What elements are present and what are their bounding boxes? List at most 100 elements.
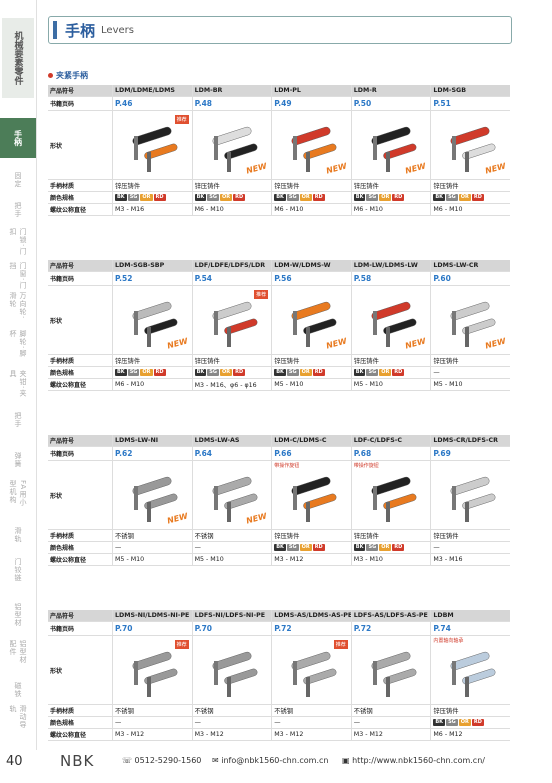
sidebar-item[interactable]: 把手 (14, 202, 22, 218)
page-ref[interactable]: P.52 (115, 274, 133, 283)
page-link[interactable]: P.68 (350, 447, 431, 460)
color-spec: BK SG OR RD (271, 542, 351, 553)
sidebar-item[interactable]: FA用小型机构 (9, 480, 27, 507)
color-badge: OR (458, 719, 471, 726)
page-link[interactable]: P.60 (430, 272, 510, 285)
lever-stud (452, 311, 457, 335)
product-image: 推荐 (271, 636, 351, 704)
table-row: 产品符号 LDMS-LW-NI LDMS-LW-AS LDM-C/LDMS-C LDF-… (48, 435, 510, 447)
material-value: 不锈钢 (271, 705, 351, 716)
page-title: 手柄 (65, 21, 96, 40)
page-header: 手柄 Levers (48, 16, 512, 44)
page-link[interactable]: P.62 (112, 447, 192, 460)
lever-handle-2 (303, 668, 337, 685)
page-ref[interactable]: P.46 (115, 99, 133, 108)
color-none: — (115, 719, 122, 726)
color-badge: RD (312, 369, 325, 376)
sidebar-item[interactable]: 固定 (14, 172, 22, 188)
phone-icon: ☏ (122, 756, 135, 765)
sidebar-item[interactable]: 把手 (14, 412, 22, 428)
page-ref[interactable]: P.66 (274, 449, 292, 458)
page-link[interactable]: P.70 (191, 622, 272, 635)
product-image: NEW (191, 461, 272, 529)
material-value: 锌压铸件 (271, 180, 351, 191)
material-value: 锌压铸件 (350, 355, 431, 366)
page-ref[interactable]: P.50 (353, 99, 372, 108)
page-link[interactable]: P.56 (271, 272, 351, 285)
sidebar-item[interactable]: 脚轮·脚杯 (9, 330, 27, 358)
page-link[interactable]: P.74 (430, 622, 510, 635)
page-ref[interactable]: P.74 (433, 624, 451, 633)
page-ref[interactable]: P.60 (433, 274, 451, 283)
sidebar-item[interactable]: 滑动导轨 (9, 705, 27, 729)
material-value: 锌压铸件 (112, 180, 192, 191)
page-ref[interactable]: P.51 (433, 99, 451, 108)
lever-illustration (450, 301, 496, 347)
page-ref[interactable]: P.58 (353, 274, 372, 283)
page-link[interactable]: P.66 (271, 447, 351, 460)
page-ref[interactable]: P.69 (433, 449, 451, 458)
page-ref[interactable]: P.72 (353, 624, 372, 633)
page-link[interactable]: P.72 (271, 622, 351, 635)
screw-size: M5 - M10 (271, 379, 351, 390)
page-link[interactable]: P.48 (191, 97, 272, 110)
screw-size: M3 - M16 (112, 204, 192, 215)
page-ref[interactable]: P.48 (194, 99, 212, 108)
color-spec: — (191, 542, 272, 553)
product-table: 产品符号 LDMS-NI/LDMS-NI-PE LDFS-NI/LDFS-NI-PE… (48, 610, 510, 741)
sidebar-item[interactable]: 磁铁 (14, 682, 22, 698)
sidebar-item[interactable]: 夹钳·夹具 (9, 370, 27, 398)
page-ref[interactable]: P.72 (274, 624, 292, 633)
page-ref[interactable]: P.64 (194, 449, 212, 458)
sidebar-item[interactable]: 门铰链 (14, 558, 22, 582)
page-ref[interactable]: P.70 (194, 624, 212, 633)
footer-url[interactable]: ▣ http://www.nbk1560-chn.com.cn/ (342, 756, 485, 765)
color-badge: OR (299, 544, 312, 551)
lever-handle-2 (144, 493, 178, 510)
page-link[interactable]: P.58 (350, 272, 431, 285)
page-link[interactable]: P.69 (430, 447, 510, 460)
page-link[interactable]: P.70 (112, 622, 192, 635)
page-ref[interactable]: P.62 (115, 449, 133, 458)
footer-email[interactable]: ✉ info@nbk1560-chn.com.cn (212, 756, 328, 765)
row-label: 形状 (50, 492, 63, 500)
sidebar-item[interactable]: 门锁·门扣 (9, 228, 27, 256)
page-link[interactable]: P.46 (112, 97, 192, 110)
page-link[interactable]: P.52 (112, 272, 192, 285)
color-spec: BK SG OR RD (350, 542, 431, 553)
product-image: 带操作旋钮 (350, 461, 431, 529)
header-accent-bar (53, 21, 57, 39)
screw-size: M5 - M10 (112, 554, 192, 565)
sidebar-item[interactable]: 铝型材 (14, 603, 22, 627)
product-image: NEW (350, 111, 431, 179)
table-row: 手柄材质 不锈钢 不锈钢 锌压铸件 锌压铸件 锌压铸件 (48, 530, 510, 542)
page-ref[interactable]: P.49 (274, 99, 292, 108)
page-ref[interactable]: P.54 (194, 274, 212, 283)
page-link[interactable]: P.72 (350, 622, 431, 635)
page-link[interactable]: P.50 (350, 97, 431, 110)
material-value: 锌压铸件 (112, 355, 192, 366)
sidebar-item[interactable]: 弹簧 (14, 452, 22, 468)
row-label: 形状 (50, 142, 63, 150)
page-ref[interactable]: P.56 (274, 274, 292, 283)
color-badge: BK (194, 194, 207, 201)
page-ref[interactable]: P.70 (115, 624, 133, 633)
product-image: 推荐 (112, 111, 192, 179)
page-link[interactable]: P.49 (271, 97, 351, 110)
row-label: 手柄材质 (50, 183, 75, 190)
lever-stud (134, 311, 138, 335)
sidebar-item[interactable]: 滑轨 (14, 527, 22, 543)
page-ref[interactable]: P.68 (353, 449, 372, 458)
sidebar-item[interactable]: 铝型材配件 (9, 640, 27, 664)
page-link[interactable]: P.51 (430, 97, 510, 110)
sidebar-item[interactable]: 万向轮·滑轮 (9, 292, 27, 320)
sidebar-item-active[interactable]: 手柄 (0, 118, 36, 158)
color-spec: BK SG OR RD (271, 367, 351, 378)
row-label: 螺纹公称直径 (50, 557, 87, 564)
row-label: 产品符号 (48, 435, 112, 446)
page-link[interactable]: P.54 (191, 272, 272, 285)
sidebar-item[interactable]: 门窗·门挡 (9, 262, 27, 290)
row-label: 手柄材质 (50, 358, 75, 365)
page-link[interactable]: P.64 (191, 447, 272, 460)
material-value: 锌压铸件 (350, 180, 431, 191)
